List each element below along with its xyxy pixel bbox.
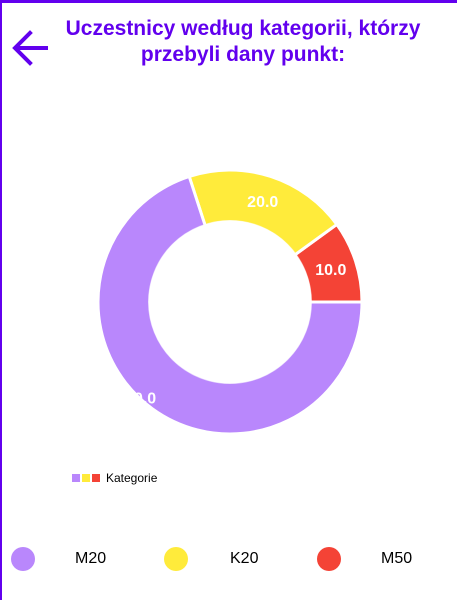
category-item-m20[interactable]: [11, 541, 35, 577]
data-label-m20: 70.0: [125, 390, 156, 407]
category-item-m50[interactable]: [317, 541, 341, 577]
chart-legend: Kategorie: [72, 471, 157, 485]
legend-label: Kategorie: [106, 471, 158, 485]
legend-swatch-m50: [92, 474, 100, 482]
back-button[interactable]: [8, 26, 52, 70]
category-label-m20: M20: [75, 550, 107, 567]
category-dot: [317, 547, 341, 571]
category-label-m50: M50: [381, 550, 413, 567]
top-border: [0, 0, 457, 3]
category-item-k20[interactable]: [164, 541, 188, 577]
donut-hole: [148, 220, 312, 384]
category-dot: [11, 547, 35, 571]
category-label-k20: K20: [230, 550, 259, 567]
data-label-k20: 20.0: [247, 194, 278, 211]
category-dot: [164, 547, 188, 571]
legend-swatch-m20: [72, 474, 80, 482]
data-label-m50: 10.0: [315, 262, 346, 279]
left-border: [0, 0, 2, 600]
categories-list: M20 K20 M50: [0, 541, 457, 577]
legend-swatch-k20: [82, 474, 90, 482]
page-title: Uczestnicy według kategorii, którzy prze…: [65, 17, 421, 66]
arrow-left-icon: [12, 30, 48, 66]
